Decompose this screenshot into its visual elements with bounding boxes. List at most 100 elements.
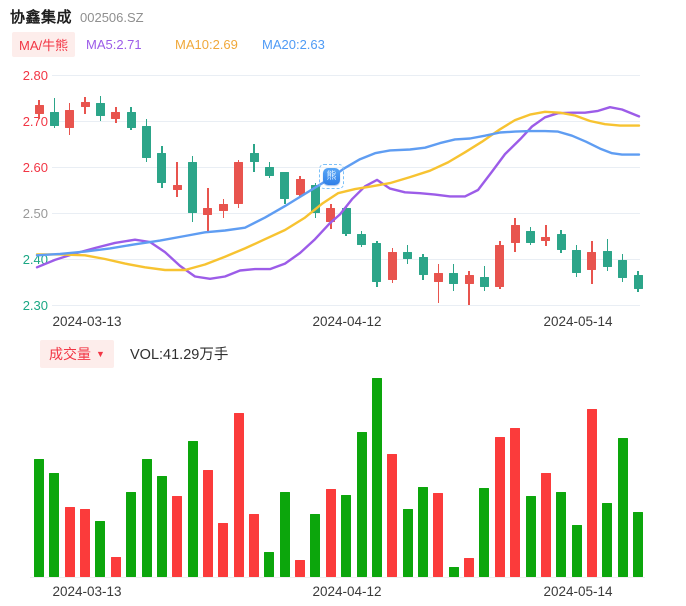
volume-bar: [279, 492, 290, 577]
candle-body: [111, 111, 121, 119]
candle-body: [403, 252, 413, 259]
volume-bar: [356, 432, 367, 577]
price-gridline: [52, 75, 640, 76]
volume-bar: [402, 509, 413, 577]
volume-bar: [80, 509, 91, 577]
candle-body: [633, 275, 643, 289]
volume-bar: [64, 507, 75, 577]
candle-body: [449, 272, 459, 285]
price-axis-label: 2.80: [22, 68, 48, 83]
date-tick-label: 2024-04-12: [312, 314, 382, 329]
volume-bar: [525, 496, 536, 577]
ma10-line: [35, 110, 641, 272]
price-axis-label: 2.30: [22, 298, 48, 313]
candle-body: [587, 252, 597, 271]
volume-bar: [264, 552, 275, 577]
header: 协鑫集成 002506.SZ: [10, 6, 144, 27]
candle-body: [341, 208, 351, 234]
volume-bar: [617, 438, 628, 577]
candle-body: [433, 272, 443, 282]
candle-body: [234, 162, 244, 204]
volume-bar: [95, 521, 106, 577]
candle-body: [387, 252, 397, 280]
candle-body: [218, 203, 228, 211]
volume-bar: [371, 378, 382, 577]
candle-wick: [176, 162, 178, 197]
volume-bar: [479, 488, 490, 577]
volume-bar: [295, 560, 306, 577]
volume-bar: [110, 557, 121, 577]
volume-bar: [156, 476, 167, 577]
volume-bar: [325, 489, 336, 577]
candle-body: [326, 208, 336, 223]
ma20-legend: MA20:2.63: [262, 37, 325, 52]
candle-wick: [468, 270, 470, 305]
candle-body: [464, 275, 474, 285]
candle-body: [572, 249, 582, 273]
volume-bar: [448, 567, 459, 577]
price-gridline: [52, 167, 640, 168]
price-axis-label: 2.70: [22, 114, 48, 129]
candle-body: [65, 109, 75, 128]
price-gridline: [52, 121, 640, 122]
volume-baseline: [30, 577, 645, 578]
price-chart[interactable]: 2.80 2.70 2.60 2.50 2.40 2.30 熊: [0, 0, 686, 330]
volume-bar: [556, 492, 567, 577]
candle-body: [526, 231, 536, 243]
candle-body: [49, 111, 59, 126]
volume-bar: [172, 496, 183, 577]
candle-body: [280, 171, 290, 200]
volume-bar: [540, 473, 551, 577]
candle-body: [188, 162, 198, 213]
candle-wick: [437, 263, 440, 303]
volume-bar: [633, 512, 644, 577]
volume-bar: [341, 495, 352, 577]
volume-bar: [218, 523, 229, 577]
volume-bar: [571, 525, 582, 577]
bear-badge-icon[interactable]: 熊: [323, 168, 340, 185]
candle-body: [556, 233, 566, 250]
candle-body: [510, 224, 520, 243]
volume-bar: [602, 503, 613, 577]
volume-value-label: VOL:41.29万手: [130, 347, 229, 363]
ma5-legend: MA5:2.71: [86, 37, 142, 52]
ma-bullbear-badge[interactable]: MA/牛熊: [12, 32, 76, 57]
candle-wick: [545, 224, 547, 247]
volume-bar: [202, 470, 213, 577]
volume-chart[interactable]: [0, 330, 686, 580]
candle-body: [142, 125, 152, 158]
volume-dropdown[interactable]: 成交量 ▼: [40, 340, 114, 368]
candle-body: [357, 233, 367, 246]
candle-body: [479, 277, 489, 287]
volume-bar: [126, 492, 137, 577]
candle-body: [249, 153, 259, 163]
price-axis-label: 2.50: [22, 206, 48, 221]
stock-name: 协鑫集成: [10, 9, 73, 26]
volume-bar: [141, 459, 152, 577]
candle-body: [34, 104, 44, 115]
date-tick-label: 2024-05-14: [543, 314, 613, 329]
volume-bar: [464, 558, 475, 577]
candle-body: [95, 102, 105, 117]
candle-body: [80, 101, 90, 108]
date-tick-label: 2024-03-13: [52, 314, 122, 329]
volume-bar: [387, 454, 398, 577]
volume-bar: [49, 473, 60, 577]
candle-body: [602, 250, 612, 268]
candle-body: [203, 208, 213, 216]
stock-code: 002506.SZ: [80, 10, 144, 25]
price-gridline: [52, 305, 640, 306]
volume-bar: [494, 437, 505, 577]
candle-body: [295, 178, 305, 195]
volume-bar: [233, 413, 244, 577]
ma5-line: [35, 105, 641, 280]
chevron-down-icon: ▼: [96, 349, 105, 359]
price-axis-label: 2.40: [22, 252, 48, 267]
date-tick-label: 2024-03-13: [52, 584, 122, 599]
volume-bar: [433, 493, 444, 577]
candle-body: [618, 259, 628, 279]
price-gridline: [52, 259, 640, 260]
volume-bar: [586, 409, 597, 577]
candle-body: [495, 245, 505, 287]
candle-body: [157, 153, 167, 184]
